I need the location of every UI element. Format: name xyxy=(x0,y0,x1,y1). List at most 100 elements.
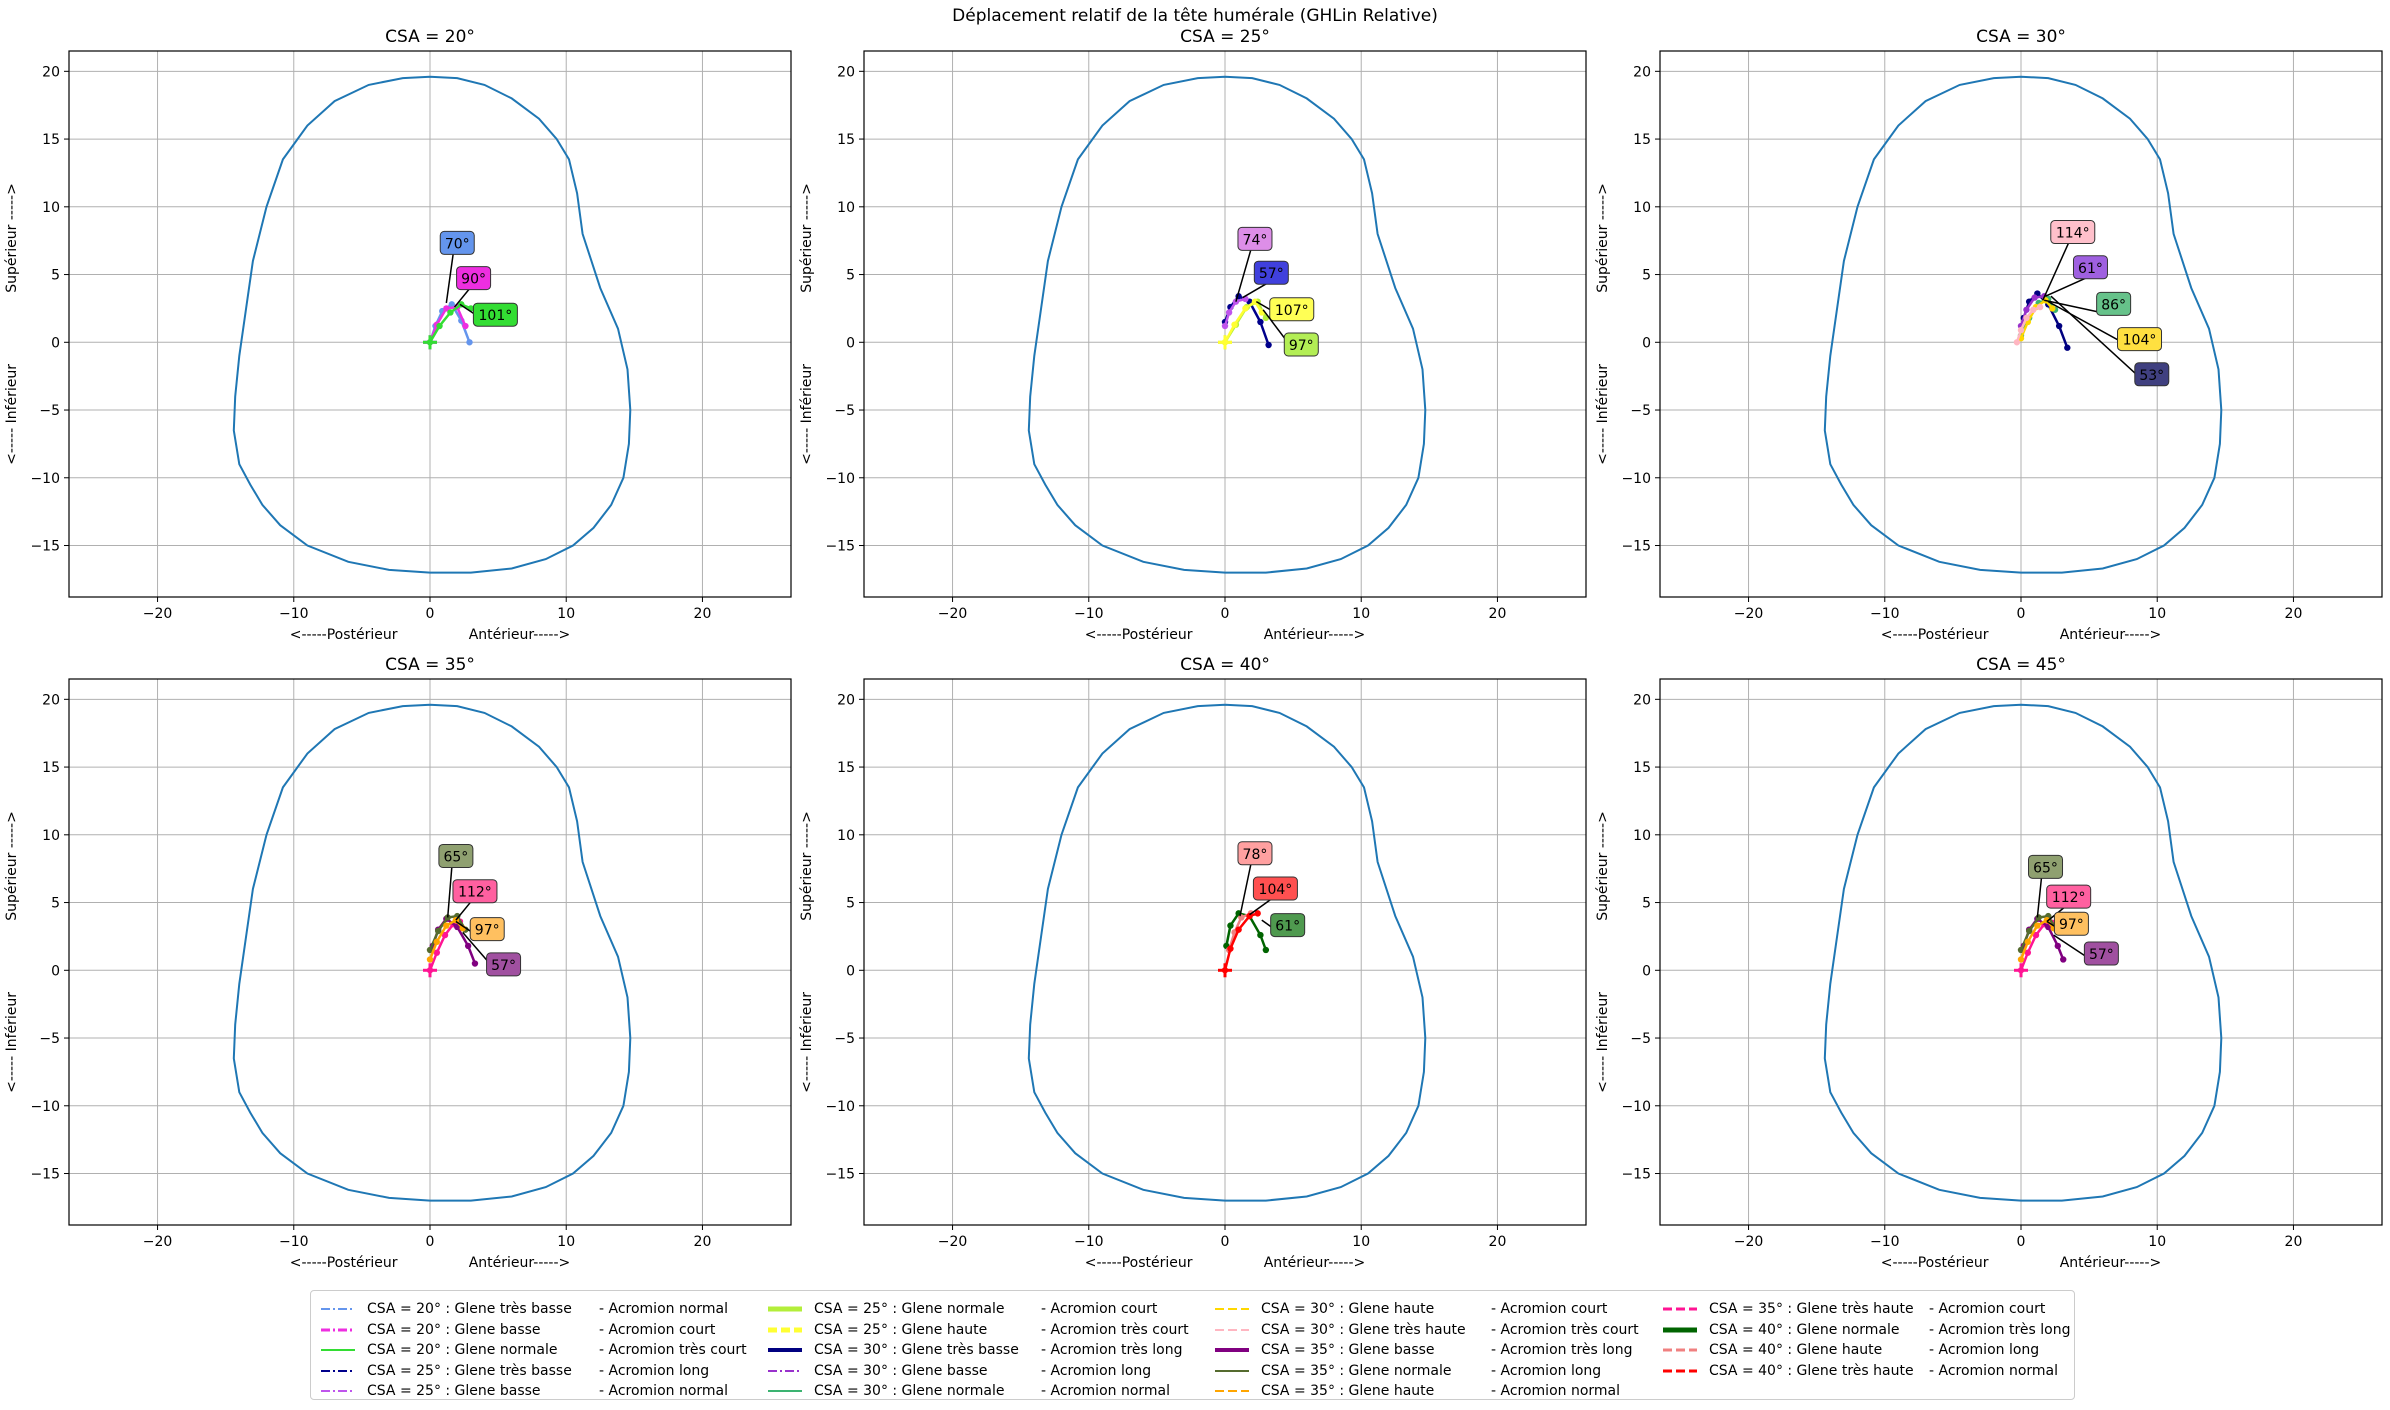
legend-acromion-label: - Acromion long xyxy=(1041,1362,1152,1379)
y-tick-label: −10 xyxy=(1621,1099,1651,1115)
y-tick-label: −15 xyxy=(30,539,60,555)
legend-label: CSA = 40° : Glene haute xyxy=(1709,1342,1883,1358)
y-tick-label: −10 xyxy=(30,1099,60,1115)
legend-swatch xyxy=(1663,1348,1697,1352)
y-tick-label: 20 xyxy=(837,692,855,708)
y-tick-label: 15 xyxy=(1633,760,1651,776)
y-tick-label: −5 xyxy=(834,1031,855,1047)
series-point xyxy=(433,938,441,946)
legend-label: CSA = 40° : Glene très haute xyxy=(1709,1362,1914,1379)
legend-acromion-label: - Acromion court xyxy=(1491,1301,1608,1317)
y-tick-label: 0 xyxy=(1642,963,1651,979)
legend-acromion-label: - Acromion très long xyxy=(1041,1342,1183,1358)
legend-swatch xyxy=(768,1306,802,1312)
series-point xyxy=(2064,344,2071,351)
y-tick-label: 15 xyxy=(1633,132,1651,148)
series-point xyxy=(1257,318,1264,326)
series-point xyxy=(426,946,434,954)
x-tick-label: 20 xyxy=(1489,1234,1507,1250)
legend-swatch xyxy=(321,1308,355,1310)
legend-label: CSA = 25° : Glene basse xyxy=(367,1383,541,1399)
legend-acromion-label: - Acromion court xyxy=(1041,1301,1158,1317)
y-tick-label: 5 xyxy=(846,268,855,284)
annotation-arrow xyxy=(453,288,471,308)
legend-swatch xyxy=(1663,1369,1697,1372)
y-tick-label: 10 xyxy=(42,200,60,216)
x-tick-label: −20 xyxy=(143,606,173,622)
series-point xyxy=(1225,309,1233,316)
annotation-label: 107° xyxy=(1275,303,1309,319)
y-tick-label: 5 xyxy=(1642,268,1651,284)
annotation-box xyxy=(2050,220,2096,245)
legend-label: CSA = 20° : Glene très basse xyxy=(367,1301,572,1317)
legend-swatch xyxy=(1215,1308,1249,1310)
legend-swatch xyxy=(768,1327,802,1332)
series-point xyxy=(443,922,450,929)
legend-acromion-label: - Acromion court xyxy=(1929,1301,2046,1317)
annotation-box xyxy=(1270,913,1306,938)
annotation-box xyxy=(439,230,475,255)
series-point xyxy=(2031,294,2038,301)
annotation-label: 114° xyxy=(2056,226,2090,242)
series-point xyxy=(2017,946,2025,954)
annotation-label: 112° xyxy=(2052,890,2086,906)
series-point xyxy=(2025,927,2033,935)
legend-label: CSA = 35° : Glene très haute xyxy=(1709,1301,1914,1317)
legend-label: CSA = 30° : Glene très basse xyxy=(814,1342,1019,1358)
legend-acromion-label: - Acromion normal xyxy=(1041,1383,1171,1399)
y-tick-label: 10 xyxy=(42,828,60,844)
x-tick-label: 10 xyxy=(2148,1234,2166,1250)
series-point xyxy=(444,914,451,921)
y-tick-label: 5 xyxy=(1642,896,1651,912)
legend-acromion-label: - Acromion long xyxy=(1491,1362,1602,1379)
legend-swatch xyxy=(321,1328,355,1331)
y-tick-label: −10 xyxy=(825,1099,855,1115)
y-tick-label: 5 xyxy=(51,896,60,912)
series-point xyxy=(2060,956,2067,963)
series-point xyxy=(2055,322,2063,330)
y-tick-label: 5 xyxy=(51,268,60,284)
annotation-label: 53° xyxy=(2139,368,2164,384)
x-axis-label: <-----Postérieur Antérieur-----> xyxy=(1881,627,2162,643)
legend-swatch xyxy=(321,1349,355,1351)
panel-5: 78° 104° 61° −20 −10 0 10 20 −15 −10 −5 0 5 10 15 20 CSA… xyxy=(799,655,1587,1271)
annotation-label: 104° xyxy=(2123,333,2157,349)
y-tick-label: 0 xyxy=(846,335,855,351)
series-point xyxy=(2017,326,2025,334)
series-point xyxy=(441,931,449,939)
x-tick-label: 10 xyxy=(1352,1234,1370,1250)
annotation-label: 97° xyxy=(1289,338,1314,354)
x-tick-label: 20 xyxy=(694,606,712,622)
series-line xyxy=(1223,297,1246,327)
legend-swatch xyxy=(1215,1369,1249,1372)
series-point xyxy=(2030,306,2037,313)
annotation-arrow xyxy=(1242,282,1268,299)
legend-label: CSA = 40° : Glene normale xyxy=(1709,1321,1900,1338)
series-point xyxy=(1257,931,1264,939)
series-point xyxy=(2024,949,2032,956)
legend-label: CSA = 35° : Glene basse xyxy=(1261,1342,1435,1358)
series-point xyxy=(2036,303,2044,311)
series-point xyxy=(1238,914,1245,921)
panel-2: 74° 57° 107° 97° −20 −10 0 10 20 −15 −10 −5 0 5 10 15 20… xyxy=(799,27,1587,643)
series-point xyxy=(1231,321,1238,328)
y-tick-label: 0 xyxy=(1642,335,1651,351)
x-tick-label: −10 xyxy=(1074,1234,1104,1250)
series-point xyxy=(447,309,454,316)
series-point xyxy=(1227,922,1234,929)
panel-title: CSA = 40° xyxy=(1180,655,1270,675)
annotation-label: 112° xyxy=(458,885,492,901)
legend: CSA = 20° : Glene très basse - Acromion n… xyxy=(310,1290,2075,1400)
annotation-arrow xyxy=(2042,242,2070,301)
legend-label: CSA = 30° : Glene normale xyxy=(814,1383,1005,1399)
y-tick-label: 20 xyxy=(1633,692,1651,708)
series-point xyxy=(462,322,469,330)
annotation-box xyxy=(2083,941,2119,966)
annotation-label: 57° xyxy=(2089,947,2114,963)
series-point xyxy=(1262,946,1270,954)
legend-acromion-label: - Acromion court xyxy=(599,1321,716,1338)
x-tick-label: 20 xyxy=(2285,1234,2303,1250)
x-tick-label: 20 xyxy=(694,1234,712,1250)
annotation-box xyxy=(1252,876,1298,901)
x-axis-label: <-----Postérieur Antérieur-----> xyxy=(290,1255,571,1271)
